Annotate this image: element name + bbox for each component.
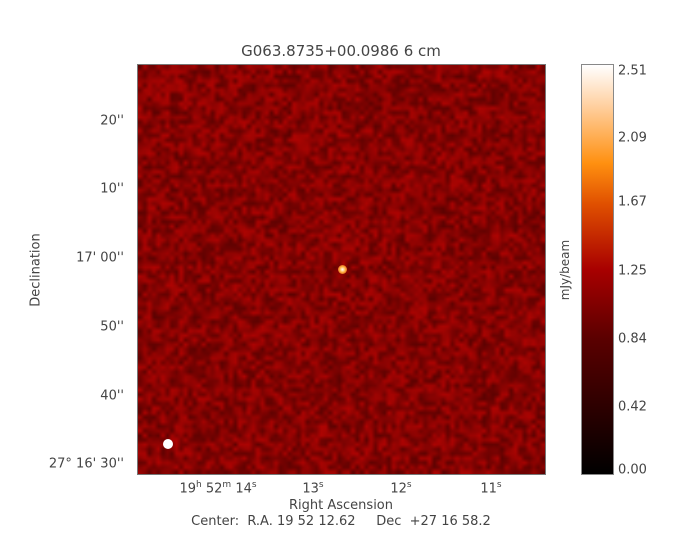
colorbar: [581, 64, 614, 475]
y-axis-label: Declination: [28, 233, 44, 307]
x-axis-label: Right Ascension: [289, 498, 393, 513]
y-tick-label: 10'': [100, 181, 124, 197]
x-tick-minutes: 52: [205, 481, 223, 497]
x-tick-seconds: 11: [480, 481, 497, 497]
x-tick-seconds: 12: [390, 481, 407, 497]
y-tick-label: 50'': [100, 319, 124, 335]
colorbar-label: mJy/beam: [558, 239, 572, 301]
colorbar-tick: 2.51: [618, 63, 647, 79]
x-tick-label: 11s: [480, 480, 502, 497]
colorbar-tick: 0.00: [618, 462, 647, 478]
x-tick-seconds: 14: [235, 481, 252, 497]
colorbar-tick: 0.84: [618, 331, 647, 347]
x-tick-label: 13s: [302, 480, 324, 497]
source-peak: [338, 265, 347, 274]
chart-title: G063.8735+00.0986 6 cm: [241, 42, 441, 60]
colorbar-tick: 1.25: [618, 263, 647, 279]
colorbar-tick: 2.09: [618, 130, 647, 146]
y-tick-label: 17' 00'': [76, 250, 124, 266]
x-tick-label: 19h 52m 14s: [179, 480, 257, 497]
colorbar-tick: 0.42: [618, 399, 647, 415]
x-tick-label: 12s: [390, 480, 412, 497]
y-tick-label: 40'': [100, 388, 124, 404]
colorbar-tick: 1.67: [618, 194, 647, 210]
y-tick-label: 27° 16' 30'': [48, 456, 124, 472]
center-coordinates: Center: R.A. 19 52 12.62 Dec +27 16 58.2: [191, 514, 491, 529]
beam-marker: [163, 439, 173, 449]
x-tick-hours: 19: [179, 481, 196, 497]
y-tick-label: 20'': [100, 113, 124, 129]
radio-map: [137, 64, 546, 475]
x-tick-seconds: 13: [302, 481, 319, 497]
